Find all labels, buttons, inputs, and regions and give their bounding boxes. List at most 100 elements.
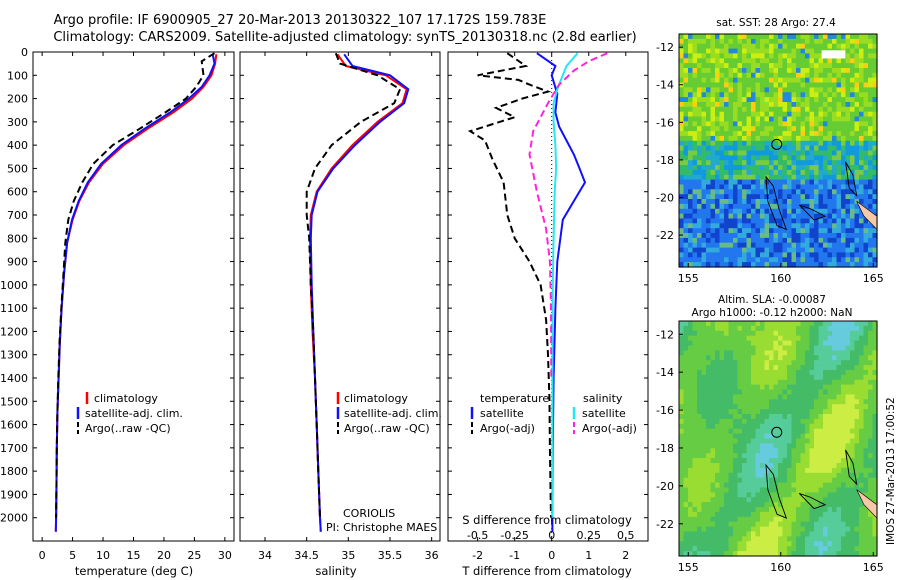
series-line-salinity-satellite bbox=[551, 52, 579, 518]
y-tick-label: 1200 bbox=[0, 325, 28, 338]
legend-label-argo: Argo(..raw -QC) bbox=[344, 422, 430, 435]
x-tick-label: 35.5 bbox=[378, 549, 403, 562]
legend-label-salinity-satellite: satellite bbox=[582, 407, 626, 420]
figure-title-line1: Argo profile: IF 6900905_27 20-Mar-2013 … bbox=[54, 13, 547, 28]
argo-location-marker bbox=[771, 426, 783, 438]
legend-label-satellite: satellite-adj. clim. bbox=[85, 407, 183, 420]
data-centre-annotation: CORIOLIS bbox=[343, 507, 395, 520]
legend-group-salinity: salinity bbox=[583, 392, 623, 405]
imos-timestamp: IMOS 27-Mar-2013 17:00:52 bbox=[885, 397, 897, 545]
x-tick-label: 155 bbox=[678, 561, 699, 574]
x-tick-label: 0 bbox=[548, 549, 555, 562]
y-tick-label: -12 bbox=[656, 328, 674, 341]
x-tick-label: -2 bbox=[472, 549, 483, 562]
plot-frame bbox=[447, 51, 649, 542]
y-tick-label: -22 bbox=[656, 229, 674, 242]
y-tick-label: 2000 bbox=[0, 512, 28, 525]
y-tick-label: -14 bbox=[656, 79, 674, 92]
map-cells bbox=[679, 34, 878, 268]
series-line-argo-raw-qc- bbox=[305, 52, 402, 518]
x-tick-label: 10 bbox=[96, 549, 110, 562]
x-tick-label: 0 bbox=[39, 549, 46, 562]
reef-outline bbox=[798, 204, 827, 221]
temperature-legend: climatology satellite-adj. clim. Argo(..… bbox=[76, 392, 183, 435]
sst-map-title: sat. SST: 28 Argo: 27.4 bbox=[716, 17, 836, 29]
x-tick-label: 34 bbox=[258, 549, 272, 562]
x-tick-label-top: 0.25 bbox=[576, 529, 601, 542]
difference-xlabel-top: S difference from climatology bbox=[462, 513, 632, 527]
x-tick-label: 5 bbox=[69, 549, 76, 562]
series-line-salinity-argo-adj- bbox=[528, 52, 608, 379]
reef-outline bbox=[845, 161, 858, 197]
y-tick-label: 0 bbox=[21, 46, 28, 59]
x-tick-label: 25 bbox=[187, 549, 201, 562]
y-tick-label: 1800 bbox=[0, 465, 28, 478]
plot-frame bbox=[239, 51, 441, 542]
reef-outline bbox=[845, 449, 858, 486]
salinity-xlabel: salinity bbox=[315, 564, 356, 578]
y-tick-label: 500 bbox=[7, 162, 28, 175]
salinity-legend: climatology satellite-adj. clim. Argo(..… bbox=[326, 392, 442, 534]
x-tick-label-top: 0 bbox=[548, 529, 555, 542]
map-cells bbox=[679, 321, 878, 557]
x-tick-label: 160 bbox=[770, 561, 791, 574]
difference-xlabel: T difference from climatology bbox=[461, 564, 632, 578]
series-line-argo-raw-qc- bbox=[55, 52, 216, 518]
y-tick-label: -14 bbox=[656, 366, 674, 379]
legend-label-satellite: satellite-adj. clim. bbox=[344, 407, 442, 420]
x-tick-label: 155 bbox=[678, 272, 699, 285]
y-tick-label: -16 bbox=[656, 116, 674, 129]
salinity-panel: 34 34.5 35 35.5 36 bbox=[239, 51, 441, 562]
difference-panel: -2 -1 0 1 2 -0.5 -0.25 0 0.25 0.5 bbox=[447, 51, 649, 562]
legend-label-temperature-argo: Argo(-adj) bbox=[480, 422, 535, 435]
y-tick-label: 100 bbox=[7, 69, 28, 82]
x-tick-label: 36 bbox=[425, 549, 439, 562]
legend-label-climatology: climatology bbox=[94, 392, 158, 405]
y-tick-label: 1900 bbox=[0, 488, 28, 501]
x-tick-label-top: -0.25 bbox=[500, 529, 528, 542]
sla-map-title: Altim. SLA: -0.00087 bbox=[718, 294, 826, 306]
y-tick-label: -22 bbox=[656, 518, 674, 531]
y-tick-label: 600 bbox=[7, 186, 28, 199]
x-tick-label: 160 bbox=[770, 272, 791, 285]
y-tick-label: 400 bbox=[7, 139, 28, 152]
legend-label-salinity-argo: Argo(-adj) bbox=[582, 422, 637, 435]
y-tick-label: -12 bbox=[656, 41, 674, 54]
y-tick-label: 1500 bbox=[0, 395, 28, 408]
figure-title-line2: Climatology: CARS2009. Satellite-adjuste… bbox=[53, 30, 636, 45]
y-tick-label: -18 bbox=[656, 154, 674, 167]
legend-group-temperature: temperature bbox=[480, 392, 549, 405]
no-data-patch bbox=[821, 50, 846, 59]
y-tick-label: 900 bbox=[7, 256, 28, 269]
y-tick-label: 200 bbox=[7, 93, 28, 106]
argo-location-marker bbox=[771, 138, 783, 150]
y-tick-label: -16 bbox=[656, 404, 674, 417]
y-tick-label: 300 bbox=[7, 116, 28, 129]
y-tick-label: -20 bbox=[656, 191, 674, 204]
difference-legend: temperature salinity satellite Argo(-adj… bbox=[470, 392, 637, 435]
x-tick-label: 35 bbox=[341, 549, 355, 562]
x-tick-label: 34.5 bbox=[294, 549, 319, 562]
sst-map-panel: 155 160 165 -12 -14 -16 -18 -20 -22 bbox=[656, 33, 884, 285]
pi-annotation: PI: Christophe MAES bbox=[326, 521, 437, 534]
map-frame bbox=[678, 320, 878, 557]
y-tick-label: 700 bbox=[7, 209, 28, 222]
x-tick-label: 2 bbox=[622, 549, 629, 562]
reef-outline bbox=[765, 175, 788, 231]
y-tick-label: 1300 bbox=[0, 349, 28, 362]
reef-outline bbox=[765, 463, 788, 519]
y-tick-label: 1000 bbox=[0, 279, 28, 292]
y-tick-label: -20 bbox=[656, 480, 674, 493]
y-tick-label: 1100 bbox=[0, 302, 28, 315]
x-tick-label: 165 bbox=[863, 561, 884, 574]
x-tick-label-top: 0.5 bbox=[617, 529, 635, 542]
series-line-satellite-adj-clim- bbox=[309, 53, 410, 532]
x-tick-label: 15 bbox=[127, 549, 141, 562]
legend-label-argo: Argo(..raw -QC) bbox=[85, 422, 171, 435]
y-tick-label: 1700 bbox=[0, 442, 28, 455]
sla-map-panel: 155 160 165 -12 -14 -16 -18 -20 -22 bbox=[656, 320, 884, 574]
y-tick-label: -18 bbox=[656, 442, 674, 455]
x-tick-label: 20 bbox=[157, 549, 171, 562]
legend-label-temperature-satellite: satellite bbox=[480, 407, 524, 420]
